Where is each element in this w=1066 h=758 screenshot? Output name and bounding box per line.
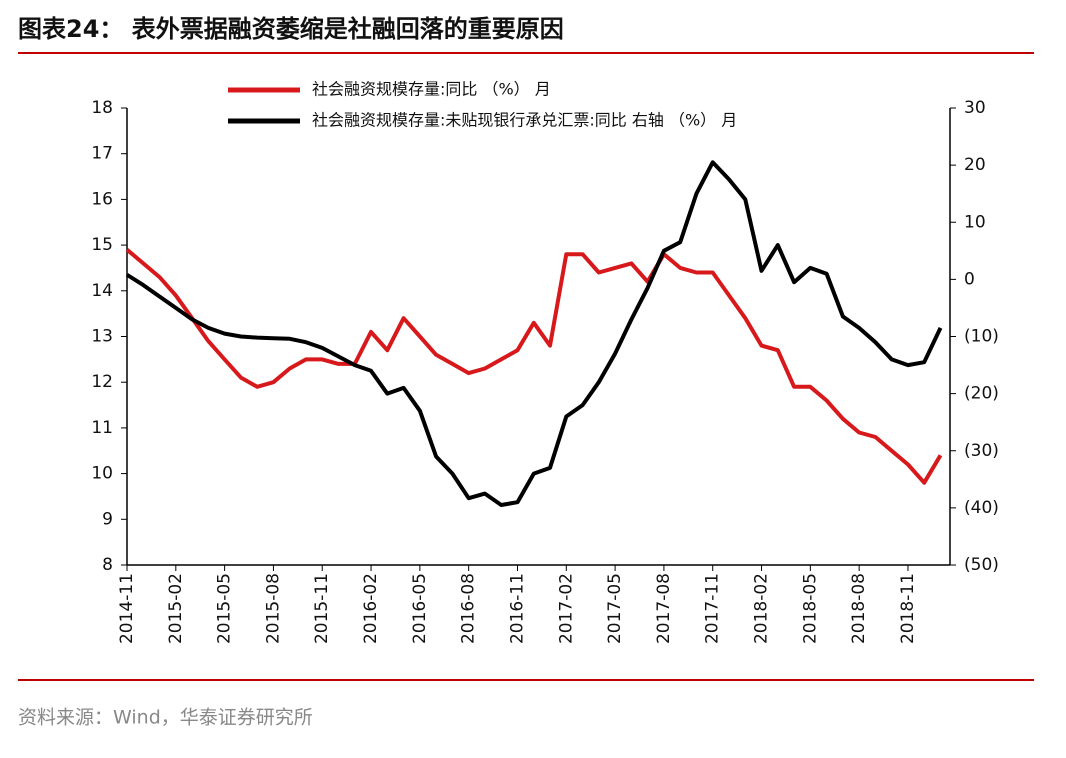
series-line (125, 248, 943, 485)
y-tick-label: 13 (91, 327, 113, 347)
y-tick-label: 8 (102, 555, 113, 575)
x-tick-label: 2016-08 (459, 573, 479, 644)
x-tick-label: 2018-08 (849, 573, 869, 644)
y2-tick-label: 0 (964, 269, 975, 289)
x-tick-label: 2017-05 (605, 573, 625, 644)
y2-tick-label: 30 (964, 98, 986, 118)
y-tick-label: 18 (91, 98, 113, 118)
y2-tick-label: (50) (964, 555, 999, 575)
y2-tick-label: (20) (964, 384, 999, 404)
x-tick-label: 2015-08 (263, 573, 283, 644)
x-tick-label: 2017-11 (703, 573, 723, 644)
y-tick-label: 16 (91, 189, 113, 209)
x-tick-label: 2016-05 (410, 573, 430, 644)
x-tick-label: 2018-11 (898, 573, 918, 644)
y2-tick-label: 10 (964, 212, 986, 232)
y2-tick-label: (10) (964, 327, 999, 347)
series-line (125, 160, 943, 507)
x-tick-label: 2015-05 (215, 573, 235, 644)
x-tick-label: 2017-08 (654, 573, 674, 644)
y-tick-label: 10 (91, 464, 113, 484)
x-tick-label: 2016-11 (507, 573, 527, 644)
y-tick-label: 12 (91, 372, 113, 392)
chart-title: 图表24： 表外票据融资萎缩是社融回落的重要原因 (18, 15, 564, 43)
x-tick-label: 2017-02 (556, 573, 576, 644)
x-tick-label: 2015-11 (312, 573, 332, 644)
y2-tick-label: 20 (964, 155, 986, 175)
x-tick-label: 2016-02 (361, 573, 381, 644)
x-tick-label: 2015-02 (166, 573, 186, 644)
source: 资料来源：Wind，华泰证券研究所 (18, 707, 313, 729)
x-tick-label: 2018-05 (800, 573, 820, 644)
y2-tick-label: (30) (964, 441, 999, 461)
legend-label: 社会融资规模存量:同比 （%） 月 (312, 80, 551, 99)
y-tick-label: 14 (91, 281, 113, 301)
x-tick-label: 2018-02 (752, 573, 772, 644)
y-tick-label: 9 (102, 509, 113, 529)
y-tick-label: 17 (91, 144, 113, 164)
y-tick-label: 15 (91, 235, 113, 255)
legend-label: 社会融资规模存量:未贴现银行承兑汇票:同比 右轴 （%） 月 (312, 111, 737, 130)
y2-tick-label: (40) (964, 498, 999, 518)
x-tick-label: 2014-11 (117, 573, 137, 644)
y-tick-label: 11 (91, 418, 113, 438)
